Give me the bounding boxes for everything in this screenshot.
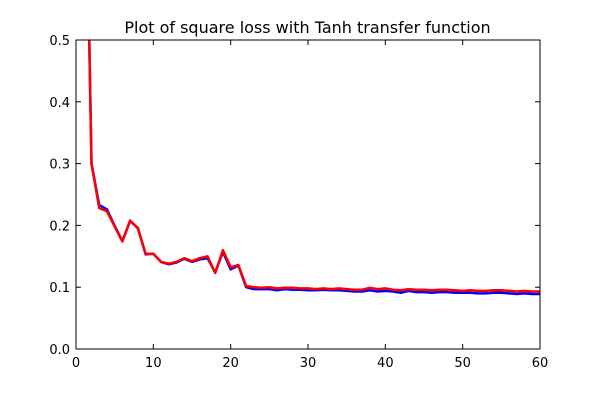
x-tick-label: 20: [222, 356, 239, 371]
series-line-2: [88, 40, 540, 293]
series-layer: [88, 40, 540, 296]
y-tick-label: 0.2: [49, 219, 70, 234]
axis-ticks: 0 10 20 30 40 50 60 0.0 0.1 0.2 0.3 0.4 0.5: [49, 34, 548, 371]
x-tick-label: 30: [300, 356, 317, 371]
y-tick-label: 0.4: [49, 96, 70, 111]
x-tick-label: 40: [377, 356, 394, 371]
x-tick-label: 60: [532, 356, 549, 371]
x-tick-label: 10: [145, 356, 162, 371]
y-tick-label: 0.0: [49, 343, 70, 358]
x-tick-label: 50: [454, 356, 471, 371]
y-tick-label: 0.1: [49, 281, 70, 296]
y-tick-label: 0.3: [49, 158, 70, 173]
y-tick-label: 0.5: [49, 34, 70, 49]
x-tick-label: 0: [72, 356, 80, 371]
chart-title: Plot of square loss with Tanh transfer f…: [124, 18, 490, 37]
